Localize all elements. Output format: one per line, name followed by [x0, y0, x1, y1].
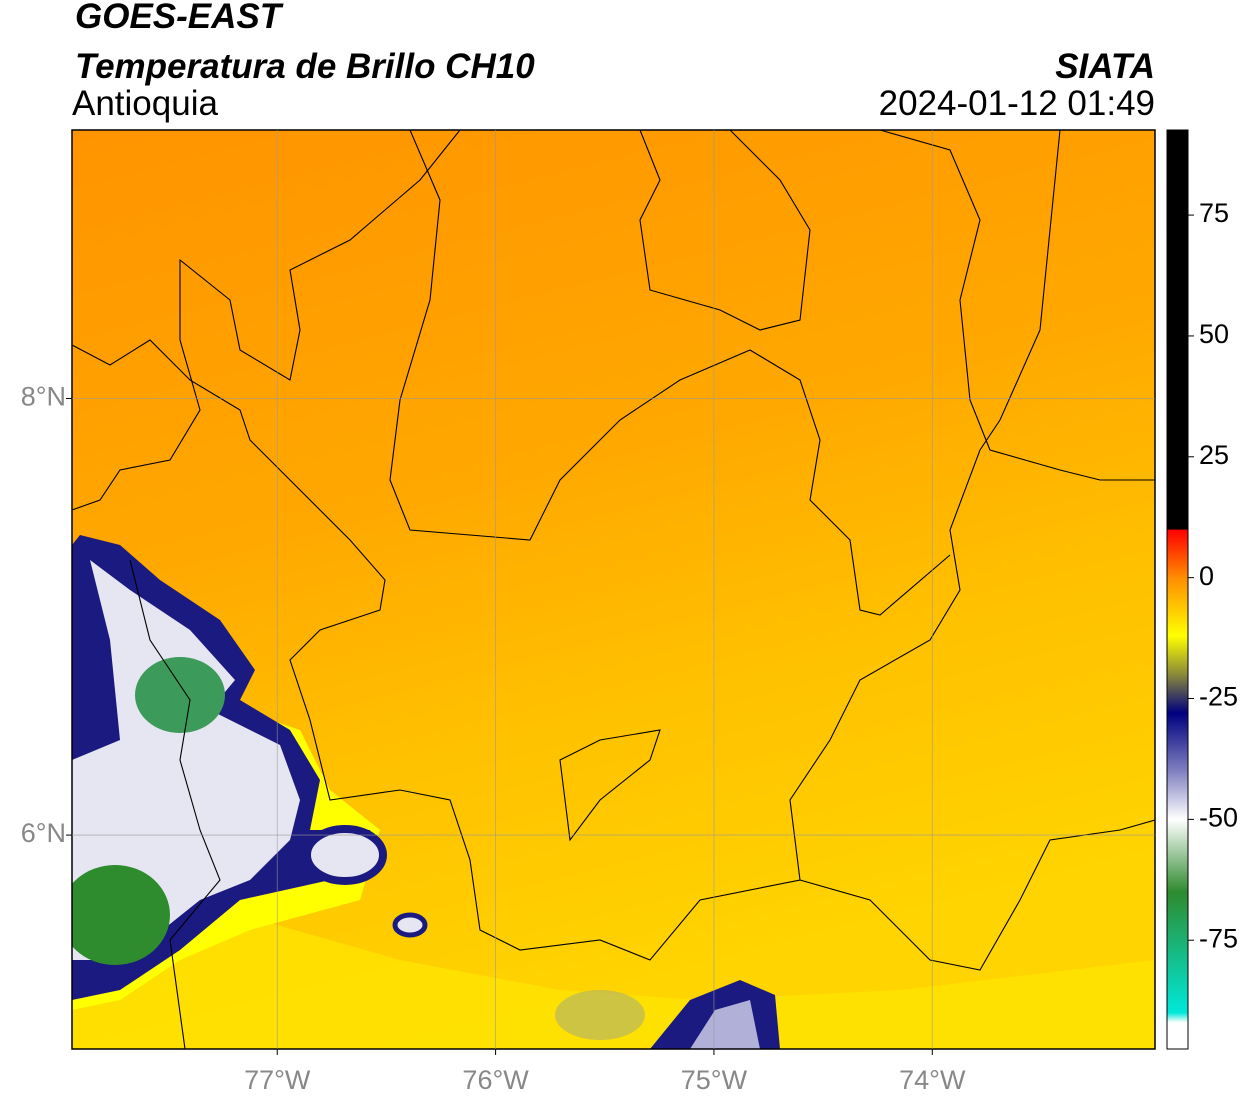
colorbar	[1166, 129, 1189, 1050]
map-area	[72, 130, 1155, 1049]
datetime: 2024-01-12 01:49	[879, 84, 1155, 123]
border	[639, 130, 811, 331]
cloud-cell	[392, 912, 428, 938]
cloud-core	[72, 560, 300, 960]
x-tick-label: 74°W	[899, 1065, 966, 1095]
coastline	[129, 559, 221, 1049]
subtitle: Temperatura de Brillo CH10	[75, 47, 535, 86]
colorbar-tick-label: 50	[1199, 319, 1229, 349]
map-frame	[71, 129, 1156, 1050]
border	[389, 130, 951, 616]
border	[799, 819, 1155, 971]
title: GOES-EAST	[75, 0, 284, 36]
cloud-cell	[303, 825, 387, 885]
border	[559, 729, 661, 842]
colorbar-tick-label: -50	[1199, 802, 1238, 832]
warm-band	[72, 880, 1155, 1049]
cold-core	[135, 657, 225, 733]
y-tick-label: 8°N	[21, 382, 66, 412]
colorbar-tick-label: 0	[1199, 561, 1214, 591]
colorbar-tick-label: 25	[1199, 440, 1229, 470]
cloud-cell	[555, 990, 645, 1040]
x-tick-label: 75°W	[681, 1065, 748, 1095]
y-tick-label: 6°N	[21, 818, 66, 848]
x-tick-label: 77°W	[244, 1065, 311, 1095]
source: SIATA	[1055, 47, 1155, 86]
colorbar-tick-label: 75	[1199, 198, 1229, 228]
region: Antioquia	[72, 84, 218, 123]
colorbar-tick-label: -25	[1199, 682, 1238, 712]
cloud-core	[690, 1000, 760, 1049]
cold-core	[72, 865, 170, 965]
x-tick-label: 76°W	[462, 1065, 529, 1095]
colorbar-tick-label: -75	[1199, 923, 1238, 953]
border	[72, 130, 1061, 961]
coastline	[72, 130, 461, 511]
border	[879, 130, 1155, 481]
